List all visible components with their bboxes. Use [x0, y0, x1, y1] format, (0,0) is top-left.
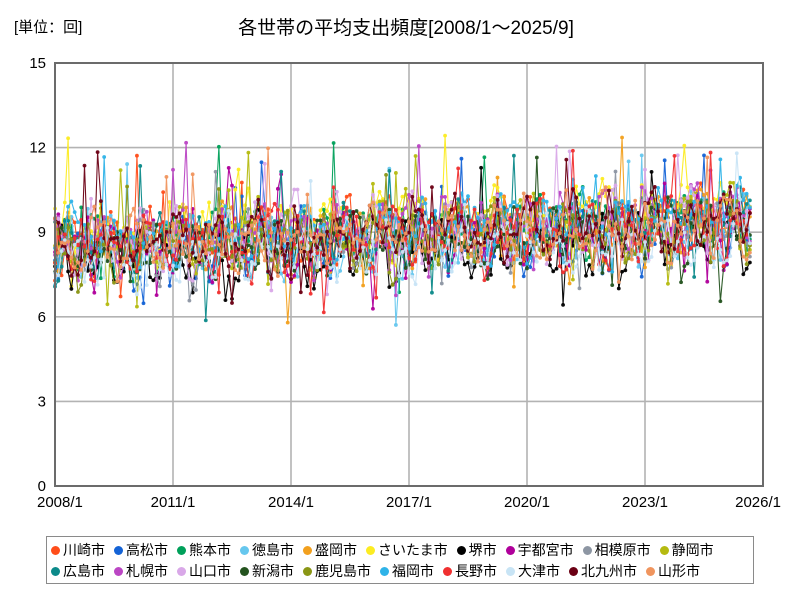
x-tick-label: 2011/1 [151, 494, 196, 511]
legend-marker-icon [506, 567, 515, 576]
x-tick-label: 2026/1 [735, 494, 781, 511]
y-axis-labels: 0 3 6 9 12 15 [29, 55, 46, 495]
legend-label: 熊本市 [189, 542, 231, 558]
legend-item[interactable]: 川崎市 [51, 540, 105, 561]
legend-marker-icon [177, 567, 186, 576]
legend-item[interactable]: 盛岡市 [303, 540, 357, 561]
legend-label: 長野市 [455, 563, 497, 579]
legend-label: 広島市 [63, 563, 105, 579]
legend-label: 静岡市 [671, 542, 714, 558]
legend-label: 川崎市 [63, 542, 105, 558]
x-tick-label: 2014/1 [268, 494, 314, 511]
y-tick-label: 6 [38, 309, 46, 326]
chart-legend: 川崎市 高松市 熊本市 徳島市 盛岡市 さいたま市 堺市 宇都宮市 相模原市 静岡市 広島市 札幌市… [46, 536, 754, 584]
legend-marker-icon [366, 546, 375, 555]
legend-marker-icon [569, 567, 578, 576]
legend-marker-icon [646, 567, 655, 576]
legend-row-2: 広島市 札幌市 山口市 新潟市 鹿児島市 福岡市 長野市 大津市 北九州市 山形市 [51, 561, 751, 582]
legend-marker-icon [177, 546, 186, 555]
x-tick-label: 2008/1 [37, 494, 83, 511]
legend-marker-icon [659, 546, 669, 555]
legend-label: 新潟市 [252, 563, 294, 579]
legend-marker-icon [380, 567, 389, 576]
legend-item[interactable]: 宇都宮市 [505, 540, 574, 561]
unit-label: [単位：回] [14, 19, 83, 36]
legend-item[interactable]: 高松市 [114, 540, 168, 561]
legend-marker-icon [303, 546, 312, 555]
legend-label: 北九州市 [581, 563, 637, 579]
legend-item[interactable]: 熊本市 [177, 540, 231, 561]
data-series-group [53, 133, 752, 327]
y-tick-label: 3 [38, 393, 46, 410]
plot-area: 0 3 6 9 12 15 2008/1 2011/1 2014/1 2017/1 2020/1 20… [29, 55, 781, 511]
y-tick-label: 15 [29, 55, 46, 72]
legend-label: 徳島市 [252, 542, 294, 558]
legend-marker-icon [114, 546, 123, 555]
legend-marker-icon [443, 567, 452, 576]
legend-item[interactable]: 大津市 [506, 561, 560, 582]
legend-marker-icon [303, 567, 312, 576]
legend-marker-icon [505, 546, 515, 555]
legend-item[interactable]: 徳島市 [240, 540, 294, 561]
page-title: 各世帯の平均支出頻度[2008/1～2025/9] [238, 18, 574, 39]
legend-label: 福岡市 [392, 563, 434, 579]
legend-label: 大津市 [518, 563, 560, 579]
x-tick-label: 2023/1 [622, 494, 668, 511]
x-axis-labels: 2008/1 2011/1 2014/1 2017/1 2020/1 2023/1 2026… [37, 494, 781, 511]
legend-label: 山口市 [189, 563, 231, 579]
legend-item[interactable]: 新潟市 [240, 561, 294, 582]
legend-label: 山形市 [658, 563, 700, 579]
legend-item[interactable]: 鹿児島市 [303, 561, 371, 582]
legend-item[interactable]: 広島市 [51, 561, 105, 582]
legend-label: 宇都宮市 [517, 542, 574, 558]
legend-marker-icon [582, 546, 592, 555]
legend-item[interactable]: 静岡市 [659, 540, 714, 561]
legend-item[interactable]: 長野市 [443, 561, 497, 582]
y-tick-label: 9 [38, 224, 46, 241]
legend-item[interactable]: 相模原市 [582, 540, 651, 561]
data-series [53, 146, 752, 284]
legend-marker-icon [240, 567, 249, 576]
legend-marker-icon [114, 567, 123, 576]
x-tick-label: 2020/1 [504, 494, 550, 511]
legend-item[interactable]: 堺市 [456, 540, 497, 561]
plot-frame [54, 62, 764, 487]
legend-item[interactable]: 北九州市 [569, 561, 637, 582]
legend-item[interactable]: 山口市 [177, 561, 231, 582]
legend-label: 札幌市 [126, 563, 168, 579]
legend-marker-icon [240, 546, 249, 555]
legend-item[interactable]: 山形市 [646, 561, 700, 582]
legend-label: 鹿児島市 [315, 563, 371, 579]
legend-item[interactable]: さいたま市 [366, 540, 448, 561]
legend-item[interactable]: 福岡市 [380, 561, 434, 582]
legend-label: 堺市 [468, 542, 497, 558]
legend-marker-icon [51, 567, 60, 576]
legend-item[interactable]: 札幌市 [114, 561, 168, 582]
y-tick-label: 0 [38, 478, 46, 495]
x-tick-label: 2017/1 [386, 494, 432, 511]
legend-label: 高松市 [126, 542, 168, 558]
legend-label: さいたま市 [378, 542, 448, 558]
legend-marker-icon [456, 546, 466, 555]
legend-label: 相模原市 [594, 542, 651, 558]
legend-label: 盛岡市 [315, 542, 357, 558]
legend-marker-icon [51, 546, 60, 555]
y-tick-label: 12 [29, 140, 46, 157]
legend-row-1: 川崎市 高松市 熊本市 徳島市 盛岡市 さいたま市 堺市 宇都宮市 相模原市 静岡市 [51, 540, 751, 561]
